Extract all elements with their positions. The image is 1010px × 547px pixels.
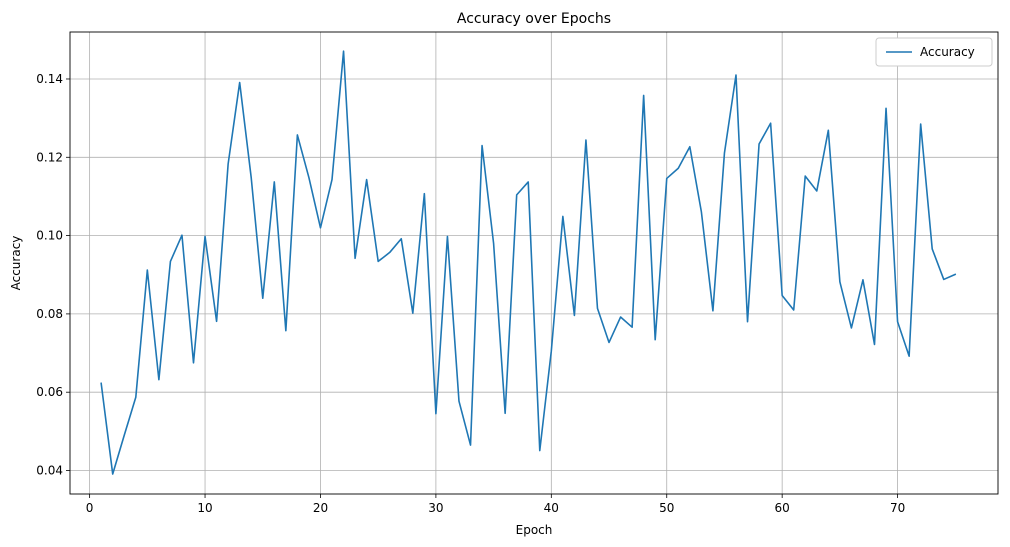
legend-box [875, 37, 993, 67]
x-tick-label: 70 [890, 501, 905, 515]
x-tick-label: 50 [659, 501, 674, 515]
x-tick-label: 30 [428, 501, 443, 515]
y-tick-label: 0.14 [36, 72, 63, 86]
y-tick-label: 0.04 [36, 464, 63, 478]
y-tick-label: 0.08 [36, 307, 63, 321]
x-tick-label: 40 [544, 501, 559, 515]
y-tick-label: 0.06 [36, 385, 63, 399]
x-tick-label: 20 [313, 501, 328, 515]
y-tick-label: 0.12 [36, 150, 63, 164]
series-line-accuracy [100, 50, 957, 475]
y-axis-label: Accuracy [9, 236, 23, 291]
x-axis-ticks: 0 10 20 30 40 50 60 70 [86, 494, 905, 515]
y-axis-ticks: 0.04 0.06 0.08 0.10 0.12 0.14 [36, 72, 70, 478]
plot-frame [69, 31, 999, 495]
x-tick-label: 10 [197, 501, 212, 515]
x-tick-label: 0 [86, 501, 94, 515]
legend-label-accuracy: Accuracy [920, 45, 975, 59]
legend: Accuracy [875, 37, 993, 67]
x-axis-label: Epoch [516, 523, 553, 537]
x-tick-label: 60 [775, 501, 790, 515]
chart-title: Accuracy over Epochs [457, 11, 611, 27]
y-tick-label: 0.10 [36, 229, 63, 243]
grid-lines [70, 32, 998, 494]
